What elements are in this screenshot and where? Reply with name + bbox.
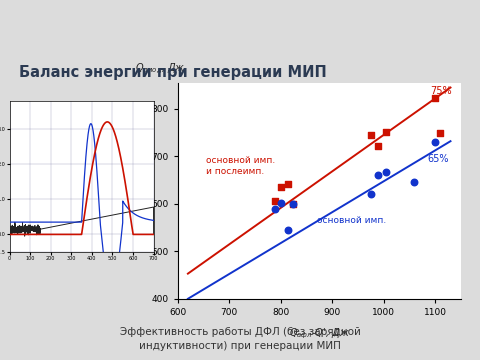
Point [367, 132, 374, 138]
Point [374, 172, 382, 178]
Point [431, 96, 439, 102]
Point [272, 199, 279, 204]
Point [436, 130, 444, 135]
Text: $Q_{диод}$, Дж: $Q_{диод}$, Дж [135, 62, 186, 76]
Point [272, 206, 279, 211]
Point [285, 227, 292, 233]
Text: 65%: 65% [427, 154, 449, 164]
Point [277, 200, 285, 206]
Text: индуктивности) при генерации МИП: индуктивности) при генерации МИП [139, 341, 341, 351]
Point [382, 169, 390, 175]
Point [431, 139, 439, 145]
Text: основной имп.
и послеимп.: основной имп. и послеимп. [206, 156, 275, 176]
Point [374, 143, 382, 149]
Text: Баланс энергии при генерации МИП: Баланс энергии при генерации МИП [19, 65, 327, 80]
Text: Эффективность работы ДФЛ (без зарядной: Эффективность работы ДФЛ (без зарядной [120, 327, 360, 337]
Point [410, 180, 418, 185]
Text: 75%: 75% [430, 86, 452, 96]
Point [289, 201, 297, 207]
Point [277, 184, 285, 190]
Text: основной имп.: основной имп. [317, 216, 386, 225]
Text: $Q_{афл}$-Q', Дж: $Q_{афл}$-Q', Дж [289, 327, 349, 341]
Point [382, 129, 390, 135]
Point [285, 181, 292, 187]
Point [289, 201, 297, 207]
Point [367, 192, 374, 197]
